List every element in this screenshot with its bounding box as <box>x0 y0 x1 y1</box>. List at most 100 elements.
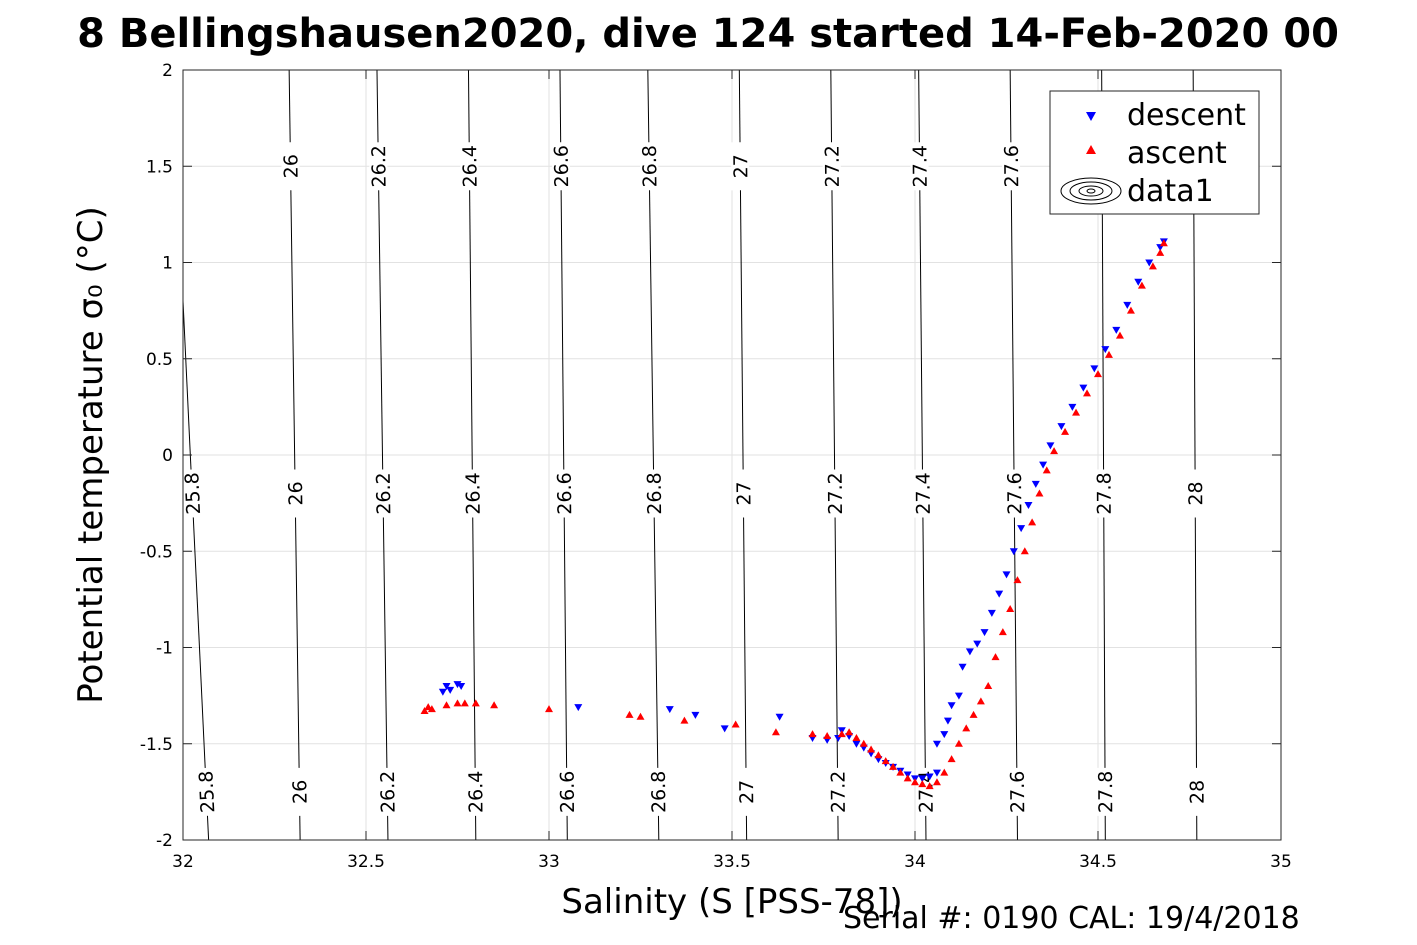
descent-point <box>940 731 949 739</box>
density-contour-label: 27.8 <box>1094 472 1116 514</box>
ascent-point <box>881 757 890 765</box>
density-contour-label: 27.4 <box>909 145 931 188</box>
y-axis-ticks: -2 -1.5 -1 -0.5 0 0.5 1 1.5 2 <box>140 61 1281 851</box>
ascent-point <box>731 720 740 728</box>
density-contour-label-bg <box>1001 142 1021 191</box>
ascent-point <box>460 699 469 707</box>
ascent-point <box>808 730 817 738</box>
density-contour-label: 27 <box>736 780 758 804</box>
x-tick-label: 34 <box>904 852 926 872</box>
x-axis-ticks: 32 32.5 33 33.5 34 34.5 35 <box>172 70 1292 872</box>
ascent-point <box>962 724 971 732</box>
density-contour-label: 26 <box>289 780 311 804</box>
ascent-point <box>1035 489 1044 497</box>
density-contour-label-bg <box>466 767 485 816</box>
ascent-point <box>845 728 854 736</box>
descent-point <box>1031 480 1040 488</box>
descent-point <box>1079 384 1088 392</box>
x-tick-label: 33 <box>538 852 560 872</box>
density-contour-label: 28 <box>1185 481 1207 505</box>
density-contour-label: 25.8 <box>195 770 219 813</box>
series-descent <box>438 238 1168 783</box>
descent-point <box>691 711 700 719</box>
ascent-point <box>998 628 1007 636</box>
footer-serial-cal: Serial #: 0190 CAL: 19/4/2018 <box>843 901 1300 936</box>
density-contour-labels: 25.8 25.8 26 26 26 26.2 26.2 26.2 26.4 26.4 26.4 26… <box>181 142 1209 817</box>
ascent-point <box>889 762 898 770</box>
density-contour-line <box>288 70 301 840</box>
ascent-point <box>490 701 499 709</box>
ascent-point <box>867 745 876 753</box>
descent-point <box>954 692 963 700</box>
density-contour-label: 27.6 <box>1001 145 1023 188</box>
ascent-point <box>976 697 985 705</box>
y-tick-label: 0 <box>162 446 173 466</box>
descent-point <box>932 769 941 777</box>
y-tick-label: -0.5 <box>140 542 173 562</box>
density-contour-label: 26.2 <box>368 145 391 188</box>
descent-point <box>947 702 956 710</box>
density-contour-label-bg <box>822 142 841 191</box>
ascent-point <box>1137 281 1146 289</box>
ascent-point <box>442 701 451 709</box>
density-contour-label: 26 <box>280 154 302 178</box>
ascent-point <box>1083 389 1092 397</box>
descent-point <box>453 681 462 689</box>
density-contour-label-bg <box>369 142 388 191</box>
ascent-point <box>947 755 956 763</box>
ascent-point <box>874 751 883 759</box>
ascent-point <box>1148 262 1157 270</box>
density-contour-line <box>1009 70 1018 840</box>
density-contour-label: 27 <box>730 154 752 178</box>
density-contour-line <box>559 70 568 840</box>
density-contour-line <box>376 70 389 840</box>
density-contour-label: 27.6 <box>1004 472 1026 515</box>
density-contour-label-bg <box>1186 469 1205 518</box>
x-tick-label: 33.5 <box>713 852 751 872</box>
descent-point <box>995 590 1004 598</box>
ascent-point <box>1115 331 1124 339</box>
density-contour-line <box>647 70 660 840</box>
descent-point <box>720 725 729 733</box>
x-tick-label: 32.5 <box>347 852 385 872</box>
descent-point <box>932 740 941 748</box>
legend-label-data1: data1 <box>1127 174 1214 209</box>
descent-point <box>1068 403 1077 411</box>
ascent-point <box>636 712 645 720</box>
density-contour-label-bg <box>554 469 574 518</box>
descent-point <box>665 706 674 714</box>
density-contour-line <box>830 70 839 840</box>
density-contour-label: 27.4 <box>915 771 937 814</box>
density-contour-label-bg <box>910 142 929 191</box>
ascent-point <box>896 768 905 776</box>
descent-point <box>1009 548 1018 556</box>
y-tick-label: 1.5 <box>146 157 173 177</box>
density-contour-label-bg <box>1095 767 1115 816</box>
density-contour-line <box>738 70 748 840</box>
density-contour-line <box>918 70 927 840</box>
legend-label-ascent: ascent <box>1127 136 1227 171</box>
ascent-point <box>1061 427 1070 435</box>
ascent-point <box>940 768 949 776</box>
density-contour-label: 26 <box>285 481 307 505</box>
legend-contour-icon <box>1060 177 1122 205</box>
chart-title: 8 Bellingshausen2020, dive 124 started 1… <box>77 11 1339 57</box>
ascent-point <box>932 778 941 786</box>
ascent-point <box>1094 370 1102 378</box>
ascent-point <box>545 705 553 713</box>
density-contour-label: 26.2 <box>377 771 400 814</box>
density-contour-label-bg <box>196 767 217 817</box>
descent-point <box>965 648 974 656</box>
descent-point <box>943 717 952 725</box>
density-contour-label: 27.2 <box>825 472 847 515</box>
x-tick-label: 34.5 <box>1079 852 1117 872</box>
descent-point <box>973 640 982 648</box>
density-contour-label: 27.6 <box>1007 771 1029 814</box>
density-contour-label: 27 <box>733 481 755 505</box>
density-contour-label-bg <box>1094 469 1113 518</box>
ascent-point <box>427 705 436 713</box>
descent-point <box>1123 301 1132 309</box>
ascent-point <box>680 716 689 724</box>
legend-label-descent: descent <box>1127 98 1246 133</box>
density-contour-label: 26.8 <box>639 145 662 188</box>
